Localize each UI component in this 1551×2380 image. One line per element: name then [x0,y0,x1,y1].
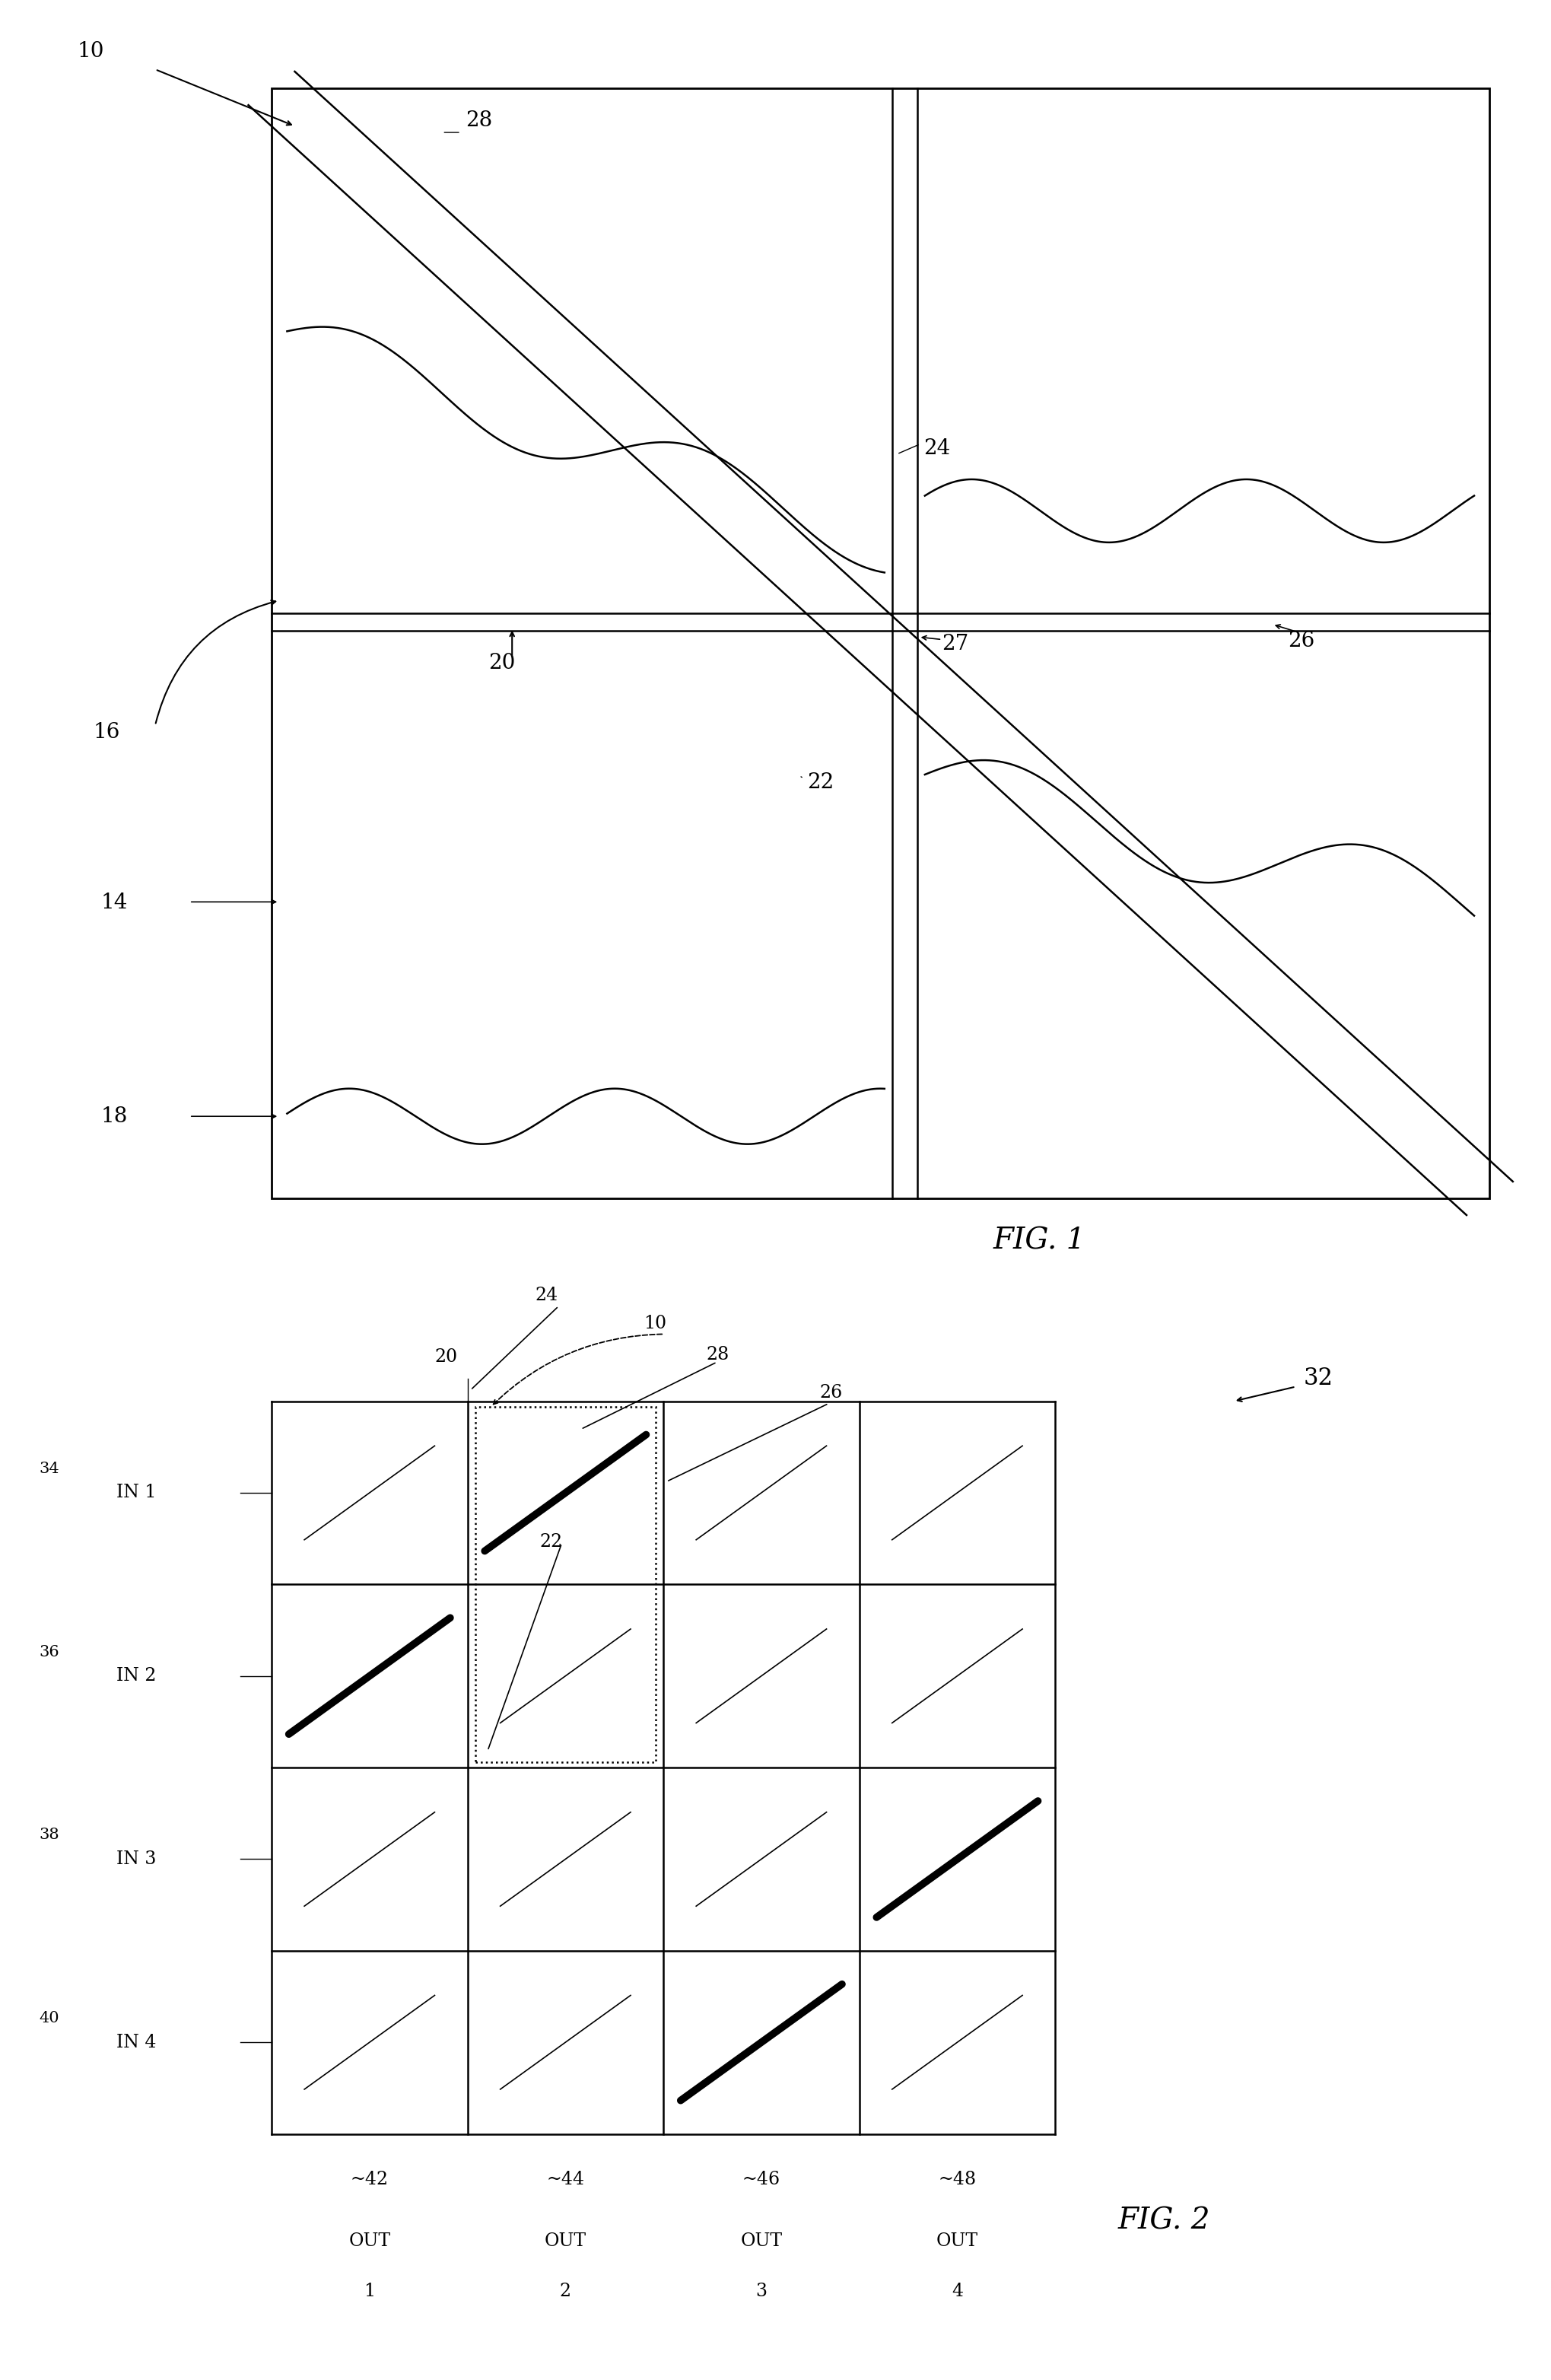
Text: 26: 26 [819,1385,842,1402]
Text: 3: 3 [755,2282,766,2299]
Text: ~48: ~48 [938,2171,976,2187]
Text: ~44: ~44 [546,2171,585,2187]
Text: IN 1: IN 1 [116,1485,157,1502]
Text: OUT: OUT [740,2232,782,2249]
Text: 16: 16 [93,721,119,743]
Text: 20: 20 [434,1349,458,1366]
Text: 36: 36 [39,1645,59,1659]
Bar [475,1407,656,1761]
Text: OUT: OUT [544,2232,586,2249]
Text: FIG. 1: FIG. 1 [993,1226,1086,1254]
Text: 2: 2 [560,2282,571,2299]
Text: OUT: OUT [935,2232,977,2249]
Text: 28: 28 [706,1347,729,1364]
Text: ~42: ~42 [351,2171,388,2187]
Text: 38: 38 [39,1828,59,1842]
Text: 22: 22 [540,1533,563,1549]
Text: 10: 10 [78,40,104,62]
Text: 27: 27 [941,633,968,655]
Text: 32: 32 [1303,1366,1332,1390]
Text: IN 3: IN 3 [116,1849,157,1868]
Text: IN 2: IN 2 [116,1668,157,1685]
Text: 34: 34 [39,1461,59,1476]
Text: 18: 18 [101,1107,127,1128]
Text: 24: 24 [923,438,949,459]
Text: IN 4: IN 4 [116,2033,157,2052]
Text: 1: 1 [363,2282,375,2299]
Text: FIG. 2: FIG. 2 [1117,2206,1210,2235]
Bar [271,88,1489,1200]
Text: 10: 10 [644,1314,667,1333]
Text: 4: 4 [951,2282,963,2299]
Text: 14: 14 [101,892,127,914]
Text: ~46: ~46 [741,2171,780,2187]
Text: 22: 22 [807,774,833,793]
Text: 28: 28 [465,109,492,131]
Text: 20: 20 [489,652,515,674]
Text: 24: 24 [535,1288,558,1304]
Text: 26: 26 [1287,631,1314,652]
Text: OUT: OUT [349,2232,391,2249]
Text: 40: 40 [39,2011,59,2025]
